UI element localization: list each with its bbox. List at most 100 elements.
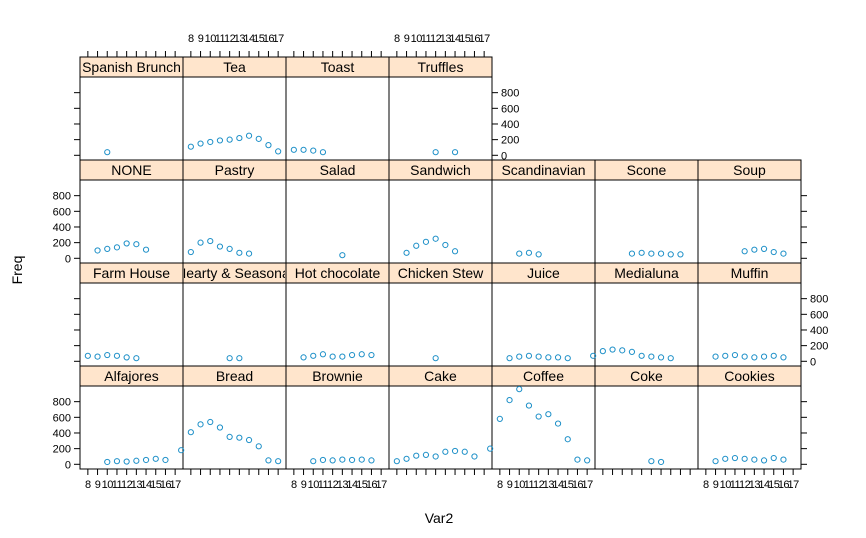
x-tick-label: 12 (327, 479, 339, 491)
panel-label: Coffee (523, 368, 564, 384)
data-point (760, 457, 768, 464)
data-point (255, 135, 262, 142)
data-point (535, 251, 542, 258)
x-tick-label: 12 (224, 33, 236, 45)
data-point (451, 447, 459, 455)
data-point (760, 245, 768, 253)
data-point (751, 456, 758, 463)
data-point (648, 353, 655, 360)
y-tick-label: 600 (810, 309, 828, 321)
data-point (104, 351, 111, 359)
x-tick-label: 14 (758, 479, 770, 491)
x-axis-title: Var2 (425, 510, 454, 526)
data-point (667, 355, 674, 362)
data-point (442, 448, 449, 455)
data-point (657, 458, 665, 466)
data-point (535, 353, 542, 360)
x-tick-label: 9 (404, 33, 410, 45)
x-tick-label: 16 (366, 479, 378, 491)
x-tick-label: 15 (150, 479, 162, 491)
x-tick-label: 15 (356, 479, 368, 491)
x-tick-label: 11 (112, 479, 123, 491)
x-tick-label: 9 (95, 479, 101, 491)
panel-strip (388, 56, 493, 78)
data-point (554, 420, 562, 427)
data-point (432, 149, 439, 156)
x-tick-label: 15 (459, 33, 471, 45)
data-point (236, 249, 243, 256)
y-tick-label: 600 (53, 206, 71, 218)
data-point (451, 248, 459, 255)
data-point (207, 138, 214, 146)
data-point (300, 146, 307, 153)
y-tick-label: 200 (810, 341, 828, 353)
data-point (554, 354, 562, 361)
data-point (516, 353, 523, 360)
y-tick-label: 400 (810, 325, 828, 337)
panel-label: Tea (223, 59, 246, 75)
data-point (648, 458, 655, 465)
data-point (638, 249, 645, 256)
x-tick-label: 17 (376, 479, 388, 491)
panel-label: Muffin (731, 265, 769, 281)
data-point (741, 248, 748, 255)
data-point (358, 351, 365, 358)
x-tick-label: 11 (524, 479, 535, 491)
y-tick-label: 600 (501, 103, 519, 115)
data-point (319, 351, 327, 358)
x-tick-label: 12 (533, 479, 545, 491)
data-point (255, 443, 262, 450)
x-tick-label: 10 (411, 33, 423, 45)
data-point (722, 352, 729, 359)
data-point (770, 454, 777, 462)
x-tick-label: 13 (131, 479, 143, 491)
data-point (413, 242, 420, 249)
data-point (422, 451, 430, 459)
data-point (152, 455, 159, 462)
data-point (245, 436, 253, 444)
panel-label: Salad (320, 162, 356, 178)
data-point (422, 238, 430, 245)
x-tick-label: 12 (121, 479, 133, 491)
x-tick-label: 11 (215, 33, 226, 45)
panel-label: Cake (424, 368, 457, 384)
data-point (236, 434, 243, 441)
data-point (780, 456, 787, 463)
data-point (113, 244, 121, 251)
panel-label: Sandwich (410, 162, 471, 178)
data-point (197, 140, 204, 147)
data-point (358, 456, 365, 463)
x-tick-label: 14 (140, 479, 152, 491)
x-tick-label: 8 (703, 479, 709, 491)
x-tick-label: 11 (421, 33, 432, 45)
data-point (770, 248, 777, 256)
data-point (628, 348, 636, 356)
x-tick-label: 10 (308, 479, 320, 491)
panel-label: Pastry (215, 162, 255, 178)
y-tick-label: 0 (501, 150, 507, 162)
data-point (525, 249, 533, 256)
x-tick-label: 14 (346, 479, 358, 491)
data-point (265, 142, 272, 149)
panel-label: Alfajores (104, 368, 158, 384)
data-point (310, 147, 317, 154)
data-point (290, 146, 297, 153)
data-point (319, 456, 327, 464)
data-point (226, 245, 233, 253)
x-tick-label: 8 (497, 479, 503, 491)
data-point (584, 457, 591, 464)
data-point (207, 237, 214, 245)
data-point (216, 243, 224, 250)
data-point (451, 149, 459, 156)
data-point (619, 347, 626, 354)
data-point (657, 354, 665, 361)
x-tick-label: 9 (301, 479, 307, 491)
data-point (142, 246, 150, 253)
data-point (731, 351, 739, 359)
x-tick-label: 12 (739, 479, 751, 491)
panel-label: Brownie (312, 368, 363, 384)
panel-label: Cookies (724, 368, 775, 384)
y-axis-title: Freq (9, 256, 25, 285)
x-tick-label: 17 (273, 33, 285, 45)
panel-label: Hot chocolate (295, 265, 381, 281)
